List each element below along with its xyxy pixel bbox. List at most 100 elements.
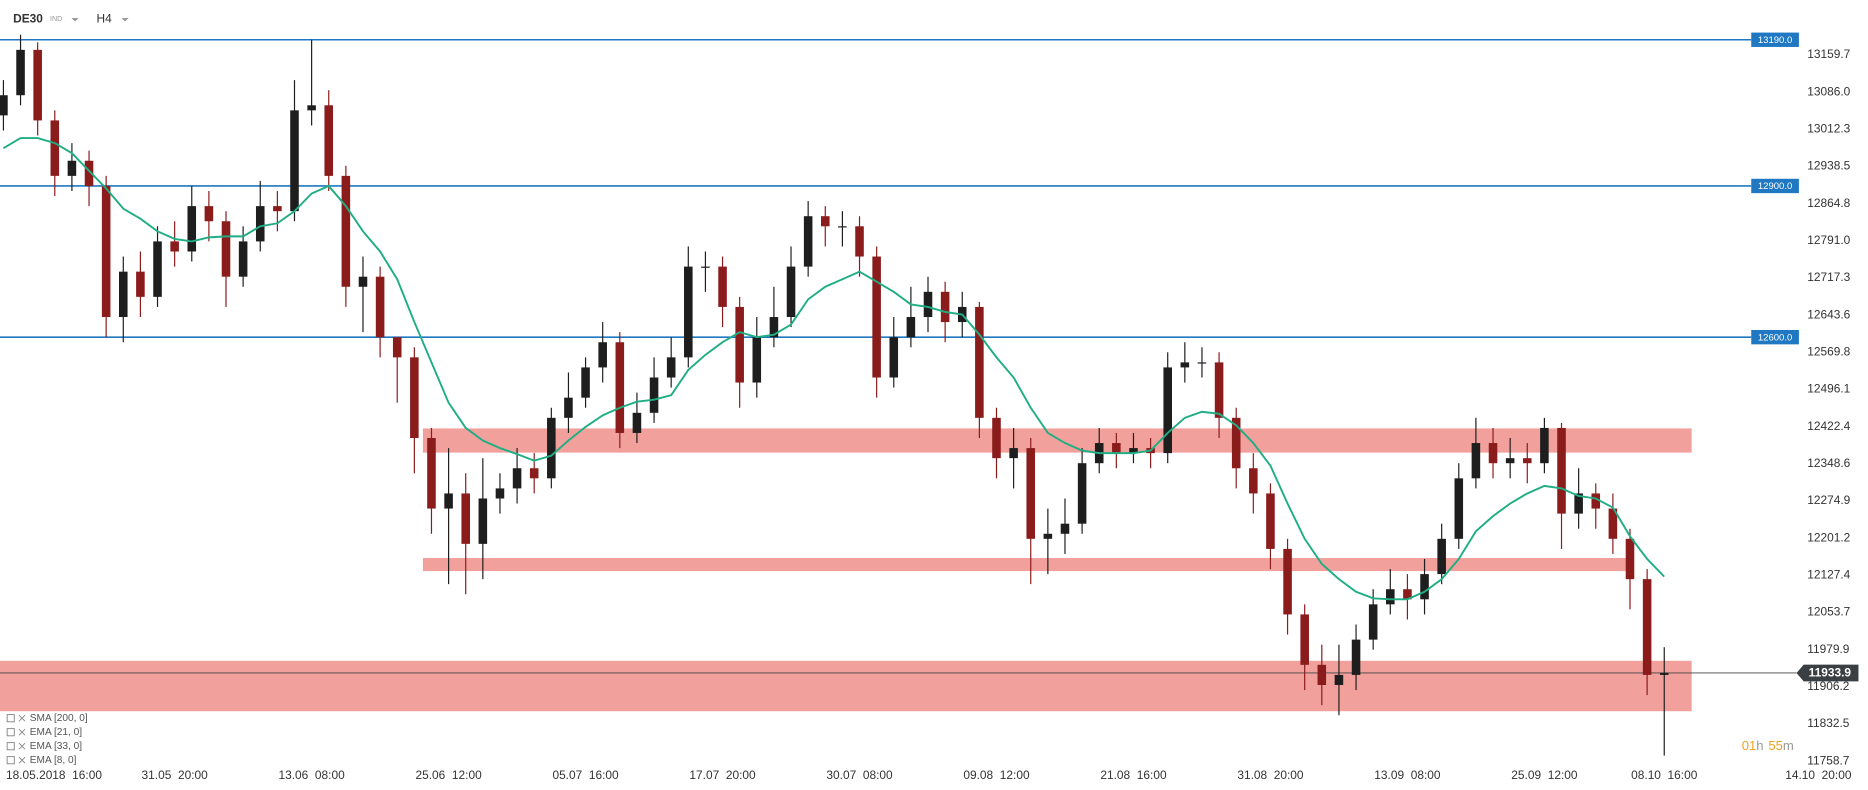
- legend-entry: EMA [21, 0]: [30, 727, 82, 738]
- legend-icon: [6, 742, 15, 751]
- y-tick-label: 13012.3: [1807, 121, 1850, 135]
- candle-body: [290, 110, 299, 212]
- candle-body: [324, 105, 334, 176]
- candle-body: [1488, 443, 1498, 464]
- candle-body: [392, 337, 402, 358]
- y-tick-label: 12643.6: [1807, 307, 1850, 321]
- candle-body: [889, 337, 899, 378]
- candle-body: [221, 221, 231, 277]
- legend-icon: [6, 756, 15, 765]
- candle-body: [1043, 533, 1053, 539]
- y-tick-label: 11758.7: [1807, 753, 1850, 767]
- candle-body: [478, 498, 488, 544]
- candle-body: [238, 241, 248, 277]
- level-label: 13190.0: [1758, 35, 1792, 46]
- candle-body: [273, 206, 282, 212]
- x-tick-label: 14.10 20:00: [1785, 768, 1852, 782]
- candle-body: [803, 216, 813, 267]
- x-tick-label: 21.08 16:00: [1100, 768, 1167, 782]
- symbol[interactable]: DE30: [13, 11, 43, 25]
- x-tick-label: 13.09 08:00: [1374, 768, 1441, 782]
- candle-body: [666, 357, 676, 378]
- candle-body: [375, 276, 385, 338]
- candle-body: [204, 206, 214, 222]
- candle-body: [940, 291, 950, 323]
- candle-body: [1540, 427, 1549, 464]
- candle-body: [410, 357, 419, 438]
- candle-body: [735, 306, 744, 383]
- candle-body: [547, 417, 556, 479]
- candle-body: [1180, 362, 1190, 368]
- candle-body: [820, 216, 830, 227]
- y-tick-label: 12938.5: [1807, 159, 1850, 173]
- candle-body: [136, 271, 145, 297]
- candle-body: [649, 377, 659, 413]
- y-tick-label: 12569.8: [1807, 345, 1850, 359]
- candle-body: [427, 437, 436, 509]
- legend-remove: [18, 742, 26, 750]
- timeframe[interactable]: H4: [96, 11, 112, 25]
- y-tick-label: 11979.9: [1807, 642, 1850, 656]
- candle-body: [50, 120, 60, 176]
- candle-body: [358, 276, 368, 287]
- candle-body: [512, 468, 522, 489]
- dropdown-icon[interactable]: [71, 17, 79, 22]
- timer-part: m: [1783, 738, 1794, 753]
- legend-entry: SMA [200, 0]: [30, 713, 88, 724]
- candle-body: [0, 95, 8, 116]
- candle-body: [1231, 417, 1241, 469]
- y-tick-label: 12348.6: [1807, 456, 1850, 470]
- candle-body: [1060, 523, 1070, 534]
- legend-entry: EMA [33, 0]: [30, 741, 82, 752]
- candle-body: [1266, 493, 1275, 549]
- legend-remove: [18, 714, 26, 722]
- candle-body: [1557, 427, 1566, 514]
- candle-body: [1351, 639, 1361, 675]
- candle-body: [1300, 614, 1309, 665]
- candle-body: [564, 397, 573, 418]
- y-tick-label: 12201.2: [1807, 530, 1850, 544]
- candle-body: [1077, 463, 1087, 524]
- candle-body: [786, 266, 796, 318]
- candle-body: [1026, 448, 1036, 539]
- candle-body: [1625, 538, 1635, 580]
- x-tick-label: 17.07 20:00: [689, 768, 756, 782]
- y-tick-label: 12127.4: [1807, 568, 1850, 582]
- ema-line: [2, 137, 1665, 601]
- candle-body: [718, 266, 727, 307]
- candle-body: [153, 241, 162, 297]
- candle-body: [1574, 493, 1583, 514]
- zone: [422, 557, 1634, 572]
- y-tick-label: 11906.2: [1807, 679, 1850, 693]
- level-label-box: [1751, 32, 1799, 47]
- candle-body: [1591, 493, 1601, 509]
- y-tick-label: 13159.7: [1807, 47, 1850, 61]
- candle-body: [992, 417, 1001, 459]
- x-tick-label: 25.09 12:00: [1511, 768, 1578, 782]
- x-tick-label: 18.05.2018 16:00: [6, 768, 102, 782]
- candle-body: [33, 49, 42, 121]
- x-tick-label: 31.08 20:00: [1237, 768, 1304, 782]
- dropdown-icon[interactable]: [121, 17, 129, 22]
- candle-body: [1642, 579, 1652, 675]
- x-tick-label: 05.07 16:00: [552, 768, 619, 782]
- last-price-box: [1796, 664, 1859, 682]
- candle-body: [598, 342, 607, 368]
- candle-body: [1437, 538, 1446, 575]
- level-label: 12600.0: [1758, 332, 1792, 343]
- candle-body: [67, 160, 77, 176]
- candle-body: [118, 271, 128, 318]
- candle-body: [975, 306, 984, 418]
- candle-body: [1249, 468, 1258, 494]
- candle-body: [461, 493, 470, 544]
- y-tick-label: 13086.0: [1807, 84, 1850, 98]
- candle-body: [581, 367, 590, 398]
- timer-part: 55: [1768, 738, 1783, 753]
- x-tick-label: 31.05 20:00: [142, 768, 209, 782]
- y-tick-label: 12717.3: [1807, 270, 1850, 284]
- header: DE30 IND H4: [13, 11, 129, 25]
- candle-body: [529, 468, 539, 479]
- candle-body: [1368, 604, 1378, 640]
- candle-body: [906, 317, 916, 338]
- y-tick-label: 11832.5: [1807, 716, 1850, 730]
